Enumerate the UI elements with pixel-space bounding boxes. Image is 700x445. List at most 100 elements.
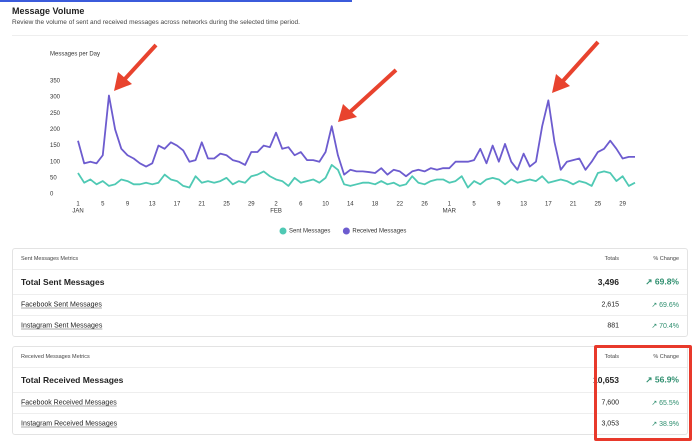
- x-month-label: FEB: [270, 209, 282, 215]
- y-tick-label: 300: [50, 95, 61, 101]
- total: 881: [607, 322, 619, 330]
- x-tick-label: 25: [595, 202, 602, 208]
- total: 3,496: [597, 277, 619, 287]
- legend-swatch: [279, 227, 287, 235]
- x-tick-label: 29: [619, 202, 626, 208]
- x-tick-label: 5: [472, 202, 476, 208]
- series-line: [77, 164, 636, 189]
- separator: [12, 35, 688, 36]
- change: ↗ 56.9%: [645, 375, 679, 386]
- column-header: Totals: [604, 354, 619, 360]
- table-row: Facebook Received Messages 7,600 ↗ 65.5%: [13, 392, 687, 413]
- x-tick-label: 9: [126, 202, 130, 208]
- section-title: Message Volume: [12, 6, 85, 16]
- total: 2,615: [601, 301, 619, 309]
- change-value: 65.5%: [659, 400, 679, 407]
- column-header: Totals: [604, 256, 619, 262]
- x-tick-label: 26: [421, 202, 428, 208]
- x-month-label: JAN: [72, 209, 83, 215]
- row-label[interactable]: Instagram Received Messages: [21, 420, 118, 428]
- y-tick-label: 100: [50, 159, 61, 165]
- total: 7,600: [601, 399, 619, 407]
- legend-label: Sent Messages: [289, 229, 330, 235]
- change: ↗ 70.4%: [651, 322, 679, 330]
- x-tick-label: 13: [149, 202, 156, 208]
- total: 10,653: [593, 375, 619, 385]
- x-tick-label: 22: [396, 202, 403, 208]
- arrow: [348, 68, 398, 114]
- trend-icon: ↗: [645, 276, 655, 287]
- x-tick-label: 25: [223, 202, 230, 208]
- arrowhead: [114, 72, 132, 91]
- arrow: [560, 40, 600, 84]
- x-tick-label: 1: [448, 202, 452, 208]
- table-row: Instagram Received Messages 3,053 ↗ 38.9…: [13, 413, 687, 434]
- x-tick-label: 2: [274, 202, 278, 208]
- table-row: Instagram Sent Messages 881 ↗ 70.4%: [13, 315, 687, 336]
- table-title: Sent Messages Metrics: [21, 256, 79, 262]
- change: ↗ 65.5%: [651, 399, 679, 407]
- chart: Messages per Day Sent Messages Received M…: [50, 40, 636, 235]
- row-label[interactable]: Instagram Sent Messages: [21, 322, 103, 330]
- change-value: 69.6%: [659, 302, 679, 309]
- x-tick-label: 29: [248, 202, 255, 208]
- trend-icon: ↗: [651, 302, 660, 309]
- table-header: Received Messages Metrics Totals % Chang…: [13, 347, 687, 367]
- y-tick-label: 200: [50, 127, 61, 133]
- row-label: Total Received Messages: [21, 375, 124, 385]
- table-row: Facebook Sent Messages 2,615 ↗ 69.6%: [13, 294, 687, 315]
- annotation-arrows: [114, 40, 600, 122]
- arrow: [122, 43, 158, 82]
- change-value: 38.9%: [659, 421, 679, 428]
- x-tick-label: 14: [347, 202, 354, 208]
- y-tick-label: 0: [50, 192, 54, 198]
- trend-icon: ↗: [651, 421, 660, 428]
- y-tick-label: 350: [50, 79, 61, 85]
- total: 3,053: [601, 420, 619, 428]
- x-tick-label: 18: [372, 202, 379, 208]
- change-value: 70.4%: [659, 323, 679, 330]
- arrowhead: [338, 104, 357, 122]
- row-label[interactable]: Facebook Sent Messages: [21, 301, 102, 309]
- y-tick-label: 150: [50, 143, 61, 149]
- row-label[interactable]: Facebook Received Messages: [21, 399, 117, 407]
- legend-swatch: [342, 227, 350, 235]
- y-tick-label: 50: [50, 175, 57, 181]
- change: ↗ 38.9%: [651, 420, 679, 428]
- highlight-box: [594, 345, 692, 441]
- x-month-label: MAR: [443, 209, 457, 215]
- x-tick-label: 5: [101, 202, 105, 208]
- table-row: Total Sent Messages 3,496 ↗ 69.8%: [13, 269, 687, 294]
- section-subtitle: Review the volume of sent and received m…: [12, 19, 300, 26]
- change-value: 56.9%: [654, 374, 679, 385]
- received-metrics-panel: Received Messages Metrics Totals % Chang…: [12, 346, 688, 435]
- change: ↗ 69.6%: [651, 301, 679, 309]
- change-value: 69.8%: [654, 276, 679, 287]
- table-row: Total Received Messages 10,653 ↗ 56.9%: [13, 367, 687, 392]
- legend: Sent Messages Received Messages: [279, 227, 406, 235]
- legend-label: Received Messages: [352, 229, 406, 235]
- table-title: Received Messages Metrics: [21, 354, 90, 360]
- x-tick-label: 1: [76, 202, 80, 208]
- x-tick-label: 17: [174, 202, 181, 208]
- x-tick-label: 21: [198, 202, 205, 208]
- trend-icon: ↗: [651, 323, 660, 330]
- series-line: [77, 94, 635, 178]
- table-header: Sent Messages Metrics Totals % Change: [13, 249, 687, 269]
- x-tick-label: 13: [520, 202, 527, 208]
- row-label: Total Sent Messages: [21, 277, 105, 287]
- x-tick-label: 6: [299, 202, 303, 208]
- y-tick-label: 250: [50, 111, 61, 117]
- arrowhead: [552, 74, 570, 93]
- trend-icon: ↗: [645, 374, 655, 385]
- trend-icon: ↗: [651, 400, 660, 407]
- tab-indicator: [0, 0, 352, 2]
- column-header: % Change: [653, 256, 679, 262]
- x-tick-label: 9: [497, 202, 501, 208]
- x-tick-label: 17: [545, 202, 552, 208]
- change: ↗ 69.8%: [645, 277, 679, 288]
- sent-metrics-panel: Sent Messages Metrics Totals % Change To…: [12, 248, 688, 337]
- x-tick-label: 10: [322, 202, 329, 208]
- column-header: % Change: [653, 354, 679, 360]
